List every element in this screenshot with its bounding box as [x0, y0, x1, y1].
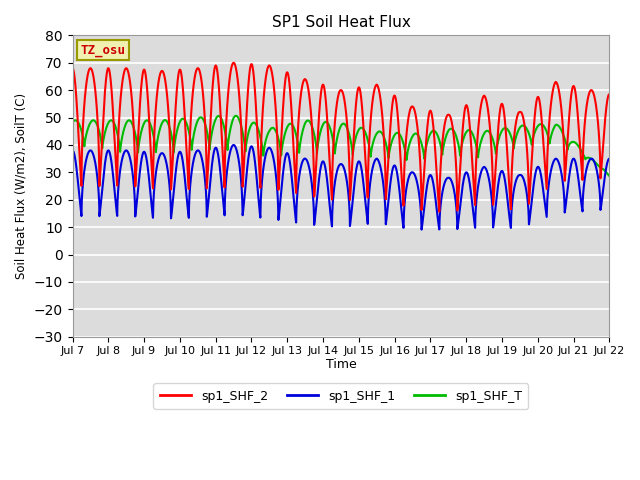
sp1_SHF_T [510, 144, 518, 149]
sp1_SHF_2 [605, 91, 613, 97]
sp1_SHF_2 [68, 65, 76, 71]
Line: sp1_SHF_2: sp1_SHF_2 [72, 63, 609, 212]
Line: sp1_SHF_T: sp1_SHF_T [72, 116, 609, 176]
sp1_SHF_2 [418, 205, 426, 211]
sp1_SHF_T [68, 120, 76, 125]
sp1_SHF_T [391, 132, 399, 138]
Y-axis label: Soil Heat Flux (W/m2), SoilT (C): Soil Heat Flux (W/m2), SoilT (C) [15, 93, 28, 279]
sp1_SHF_1 [418, 225, 426, 230]
sp1_SHF_1 [68, 147, 76, 153]
sp1_SHF_T [166, 126, 174, 132]
sp1_SHF_1 [510, 186, 518, 192]
sp1_SHF_1 [230, 142, 237, 148]
sp1_SHF_1 [605, 156, 613, 162]
sp1_SHF_1 [274, 195, 282, 201]
Line: sp1_SHF_1: sp1_SHF_1 [72, 145, 609, 229]
X-axis label: Time: Time [326, 358, 356, 371]
sp1_SHF_2 [435, 209, 443, 215]
sp1_SHF_1 [470, 210, 477, 216]
sp1_SHF_T [605, 173, 613, 179]
sp1_SHF_2 [391, 93, 399, 98]
sp1_SHF_2 [470, 176, 477, 182]
sp1_SHF_T [232, 113, 240, 119]
Title: SP1 Soil Heat Flux: SP1 Soil Heat Flux [271, 15, 410, 30]
sp1_SHF_T [274, 133, 282, 139]
sp1_SHF_1 [166, 190, 174, 195]
Text: TZ_osu: TZ_osu [81, 44, 125, 57]
sp1_SHF_1 [418, 227, 426, 232]
sp1_SHF_2 [510, 134, 518, 140]
sp1_SHF_2 [230, 60, 237, 66]
sp1_SHF_1 [391, 163, 399, 168]
sp1_SHF_2 [166, 139, 174, 145]
Legend: sp1_SHF_2, sp1_SHF_1, sp1_SHF_T: sp1_SHF_2, sp1_SHF_1, sp1_SHF_T [154, 384, 529, 409]
sp1_SHF_T [418, 142, 426, 147]
sp1_SHF_T [469, 132, 477, 138]
sp1_SHF_2 [274, 149, 282, 155]
